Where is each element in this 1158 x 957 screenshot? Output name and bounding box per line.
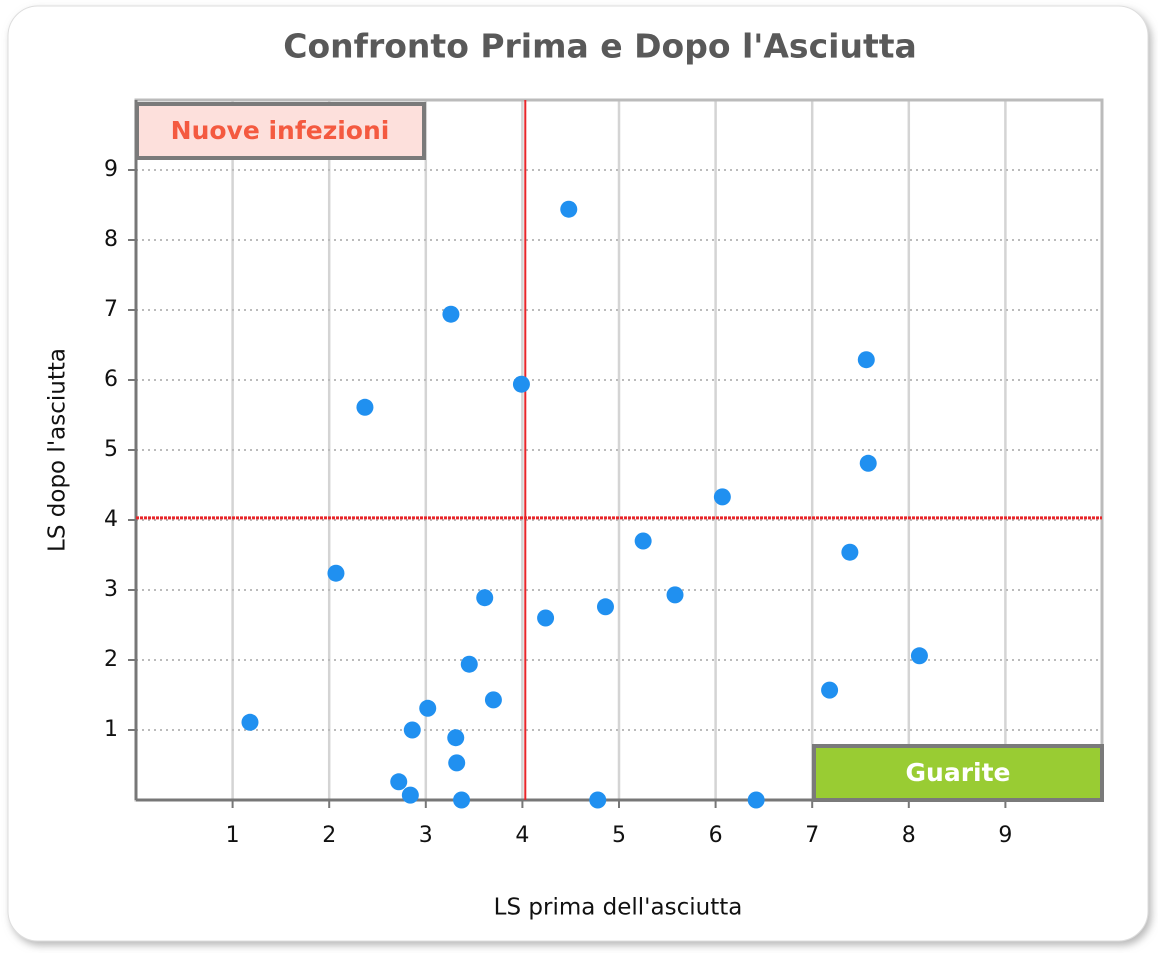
point bbox=[713, 488, 731, 506]
x-tick-label: 5 bbox=[612, 823, 626, 848]
y-tick-label: 3 bbox=[104, 577, 118, 602]
y-tick-label: 8 bbox=[104, 227, 118, 252]
y-tick-label: 5 bbox=[104, 437, 118, 462]
point bbox=[747, 791, 765, 809]
point bbox=[859, 454, 877, 472]
point bbox=[857, 351, 875, 369]
plot-area: 1 2 3 4 5 6 7 8 9 1 2 3 4 5 6 7 8 9 bbox=[104, 98, 1104, 848]
point bbox=[403, 721, 421, 739]
point bbox=[910, 647, 928, 665]
point bbox=[589, 791, 607, 809]
y-tick-label: 4 bbox=[104, 507, 118, 532]
x-tick-label: 1 bbox=[226, 823, 240, 848]
x-tick-label: 2 bbox=[322, 823, 336, 848]
annotation-box bbox=[812, 744, 1104, 802]
point bbox=[442, 305, 460, 323]
point bbox=[666, 586, 684, 604]
point bbox=[596, 598, 614, 616]
x-tick-label: 3 bbox=[419, 823, 433, 848]
point bbox=[821, 681, 839, 699]
point bbox=[560, 200, 578, 218]
point bbox=[327, 564, 345, 582]
y-tick-label: 7 bbox=[104, 297, 118, 322]
x-tick-label: 6 bbox=[709, 823, 723, 848]
point bbox=[447, 729, 465, 747]
point bbox=[537, 609, 555, 627]
x-tick-label: 7 bbox=[805, 823, 819, 848]
point bbox=[356, 398, 374, 416]
y-tick-label: 1 bbox=[104, 717, 118, 742]
annotation-box bbox=[135, 102, 426, 160]
point bbox=[460, 655, 478, 673]
annotation-text: Nuove infezioni bbox=[171, 116, 390, 145]
y-tick-label: 6 bbox=[104, 367, 118, 392]
point bbox=[241, 713, 259, 731]
point bbox=[512, 375, 530, 393]
point bbox=[419, 699, 437, 717]
x-tick-label: 8 bbox=[902, 823, 916, 848]
point bbox=[634, 532, 652, 550]
annotation-new: Nuove infezioni bbox=[135, 102, 426, 160]
annotation-text: Guarite bbox=[906, 758, 1011, 787]
x-axis-label: LS prima dell'asciutta bbox=[494, 895, 743, 921]
point bbox=[484, 691, 502, 709]
chart-title: Confronto Prima e Dopo l'Asciutta bbox=[283, 27, 917, 66]
point bbox=[453, 791, 471, 809]
x-tick-label: 4 bbox=[515, 823, 529, 848]
y-tick-label: 2 bbox=[104, 647, 118, 672]
x-tick-label: 9 bbox=[998, 823, 1012, 848]
point bbox=[448, 754, 466, 772]
y-axis-label: LS dopo l'asciutta bbox=[45, 348, 71, 552]
point bbox=[390, 773, 408, 791]
annotation-healed: Guarite bbox=[812, 744, 1104, 802]
point bbox=[476, 589, 494, 607]
point bbox=[841, 543, 859, 561]
point bbox=[401, 786, 419, 804]
y-tick-label: 9 bbox=[104, 157, 118, 182]
